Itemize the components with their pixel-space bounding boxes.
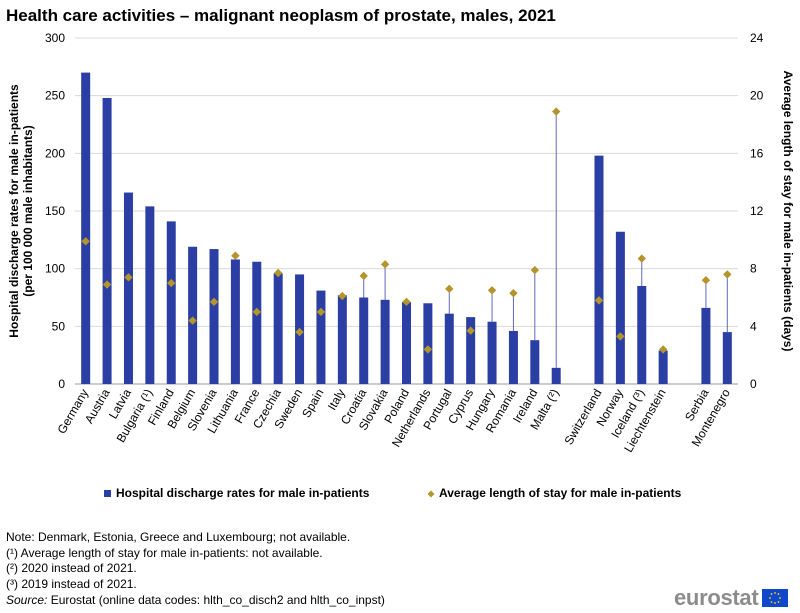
bar-discharge-rate [615,231,625,384]
footnote-1: (¹) Average length of stay for male in-p… [6,546,323,560]
marker-length-of-stay [445,284,454,294]
combo-chart: 05010015020025030004812162024GermanyAust… [7,31,795,500]
bar-discharge-rate [166,221,176,384]
bar-discharge-rate [145,206,155,384]
marker-length-of-stay [380,260,390,269]
y-left-tick-label: 50 [52,319,66,333]
bar-discharge-rate [359,297,369,384]
marker-length-of-stay [552,107,561,116]
bar-discharge-rate [444,313,454,384]
marker-length-of-stay [530,265,540,275]
marker-length-of-stay [616,332,625,341]
bar-discharge-rate [487,321,497,384]
y-left-axis-label-unit: (per 100 000 male inhabitants) [21,125,35,296]
marker-length-of-stay [359,271,368,281]
marker-length-of-stay [402,297,411,307]
y-left-tick-label: 150 [45,204,65,218]
legend-bar-swatch [104,490,111,497]
marker-length-of-stay [295,327,304,337]
source-label: Source: [6,593,48,607]
legend-label-stay: Average length of stay for male in-patie… [439,486,682,500]
marker-length-of-stay [423,345,433,354]
y-right-tick-label: 20 [750,89,764,103]
y-right-axis-label: Average length of stay for male in-patie… [781,71,795,352]
marker-length-of-stay [658,345,668,354]
y-left-tick-label: 200 [45,146,65,160]
y-right-tick-label: 12 [750,204,764,218]
chart-title: Health care activities – malignant neopl… [6,6,556,25]
legend-label-discharge: Hospital discharge rates for male in-pat… [116,486,370,500]
y-right-tick-label: 0 [750,377,757,391]
eu-flag-icon [762,589,789,607]
legend-marker-swatch [427,490,435,498]
marker-length-of-stay [167,278,176,288]
bar-discharge-rate [123,192,133,384]
marker-length-of-stay [701,276,711,285]
bar-discharge-rate [658,350,668,384]
note-line: Note: Denmark, Estonia, Greece and Luxem… [6,530,351,544]
bar-discharge-rate [402,302,411,384]
marker-length-of-stay [102,280,112,289]
bar-discharge-rate [508,330,518,384]
source-text: Eurostat (online data codes: hlth_co_dis… [47,593,385,607]
marker-length-of-stay [81,237,90,246]
bar-discharge-rate [530,340,540,384]
y-left-tick-label: 0 [58,377,65,391]
bar-discharge-rate [316,290,326,384]
bar-discharge-rate [722,332,732,384]
marker-length-of-stay [124,273,133,282]
footnote-3: (³) 2019 instead of 2021. [6,577,137,591]
bar-discharge-rate [81,72,91,384]
y-left-tick-label: 300 [45,31,65,45]
marker-length-of-stay [509,288,518,298]
bar-discharge-rate [273,273,283,384]
marker-length-of-stay [231,251,240,260]
bar-discharge-rate [637,285,647,384]
logo-text: eurostat [674,585,759,610]
bar-discharge-rate [209,249,219,384]
x-tick-label: Spain [299,387,326,421]
marker-length-of-stay [637,254,646,263]
bar-discharge-rate [337,295,347,384]
marker-length-of-stay [338,291,347,301]
bar-discharge-rate [594,155,604,384]
bar-discharge-rate [230,259,240,384]
marker-length-of-stay [209,297,219,307]
marker-length-of-stay [252,307,261,317]
footnote-2: (²) 2020 instead of 2021. [6,561,137,575]
bar-discharge-rate [551,367,561,384]
y-right-tick-label: 16 [750,146,764,160]
source-line: Source: Eurostat (online data codes: hlt… [6,593,385,607]
y-right-tick-label: 24 [750,31,764,45]
bar-discharge-rate [380,299,390,384]
y-right-tick-label: 8 [750,262,757,276]
y-left-tick-label: 250 [45,89,65,103]
marker-length-of-stay [594,296,604,305]
marker-length-of-stay [723,270,732,279]
bar-discharge-rate [423,303,433,384]
bar-discharge-rate [701,307,711,384]
y-right-tick-label: 4 [750,319,757,333]
eurostat-logo: eurostat [674,585,789,611]
y-left-tick-label: 100 [45,262,65,276]
marker-length-of-stay [273,268,283,278]
marker-length-of-stay [487,286,497,295]
bar-discharge-rate [188,246,198,384]
bar-discharge-rate [466,317,476,384]
bar-discharge-rate [252,261,262,384]
bar-discharge-rate [102,97,112,385]
marker-length-of-stay [188,316,197,325]
marker-length-of-stay [316,307,326,317]
y-left-axis-label: Hospital discharge rates for male in-pat… [7,84,21,338]
marker-length-of-stay [466,326,475,335]
